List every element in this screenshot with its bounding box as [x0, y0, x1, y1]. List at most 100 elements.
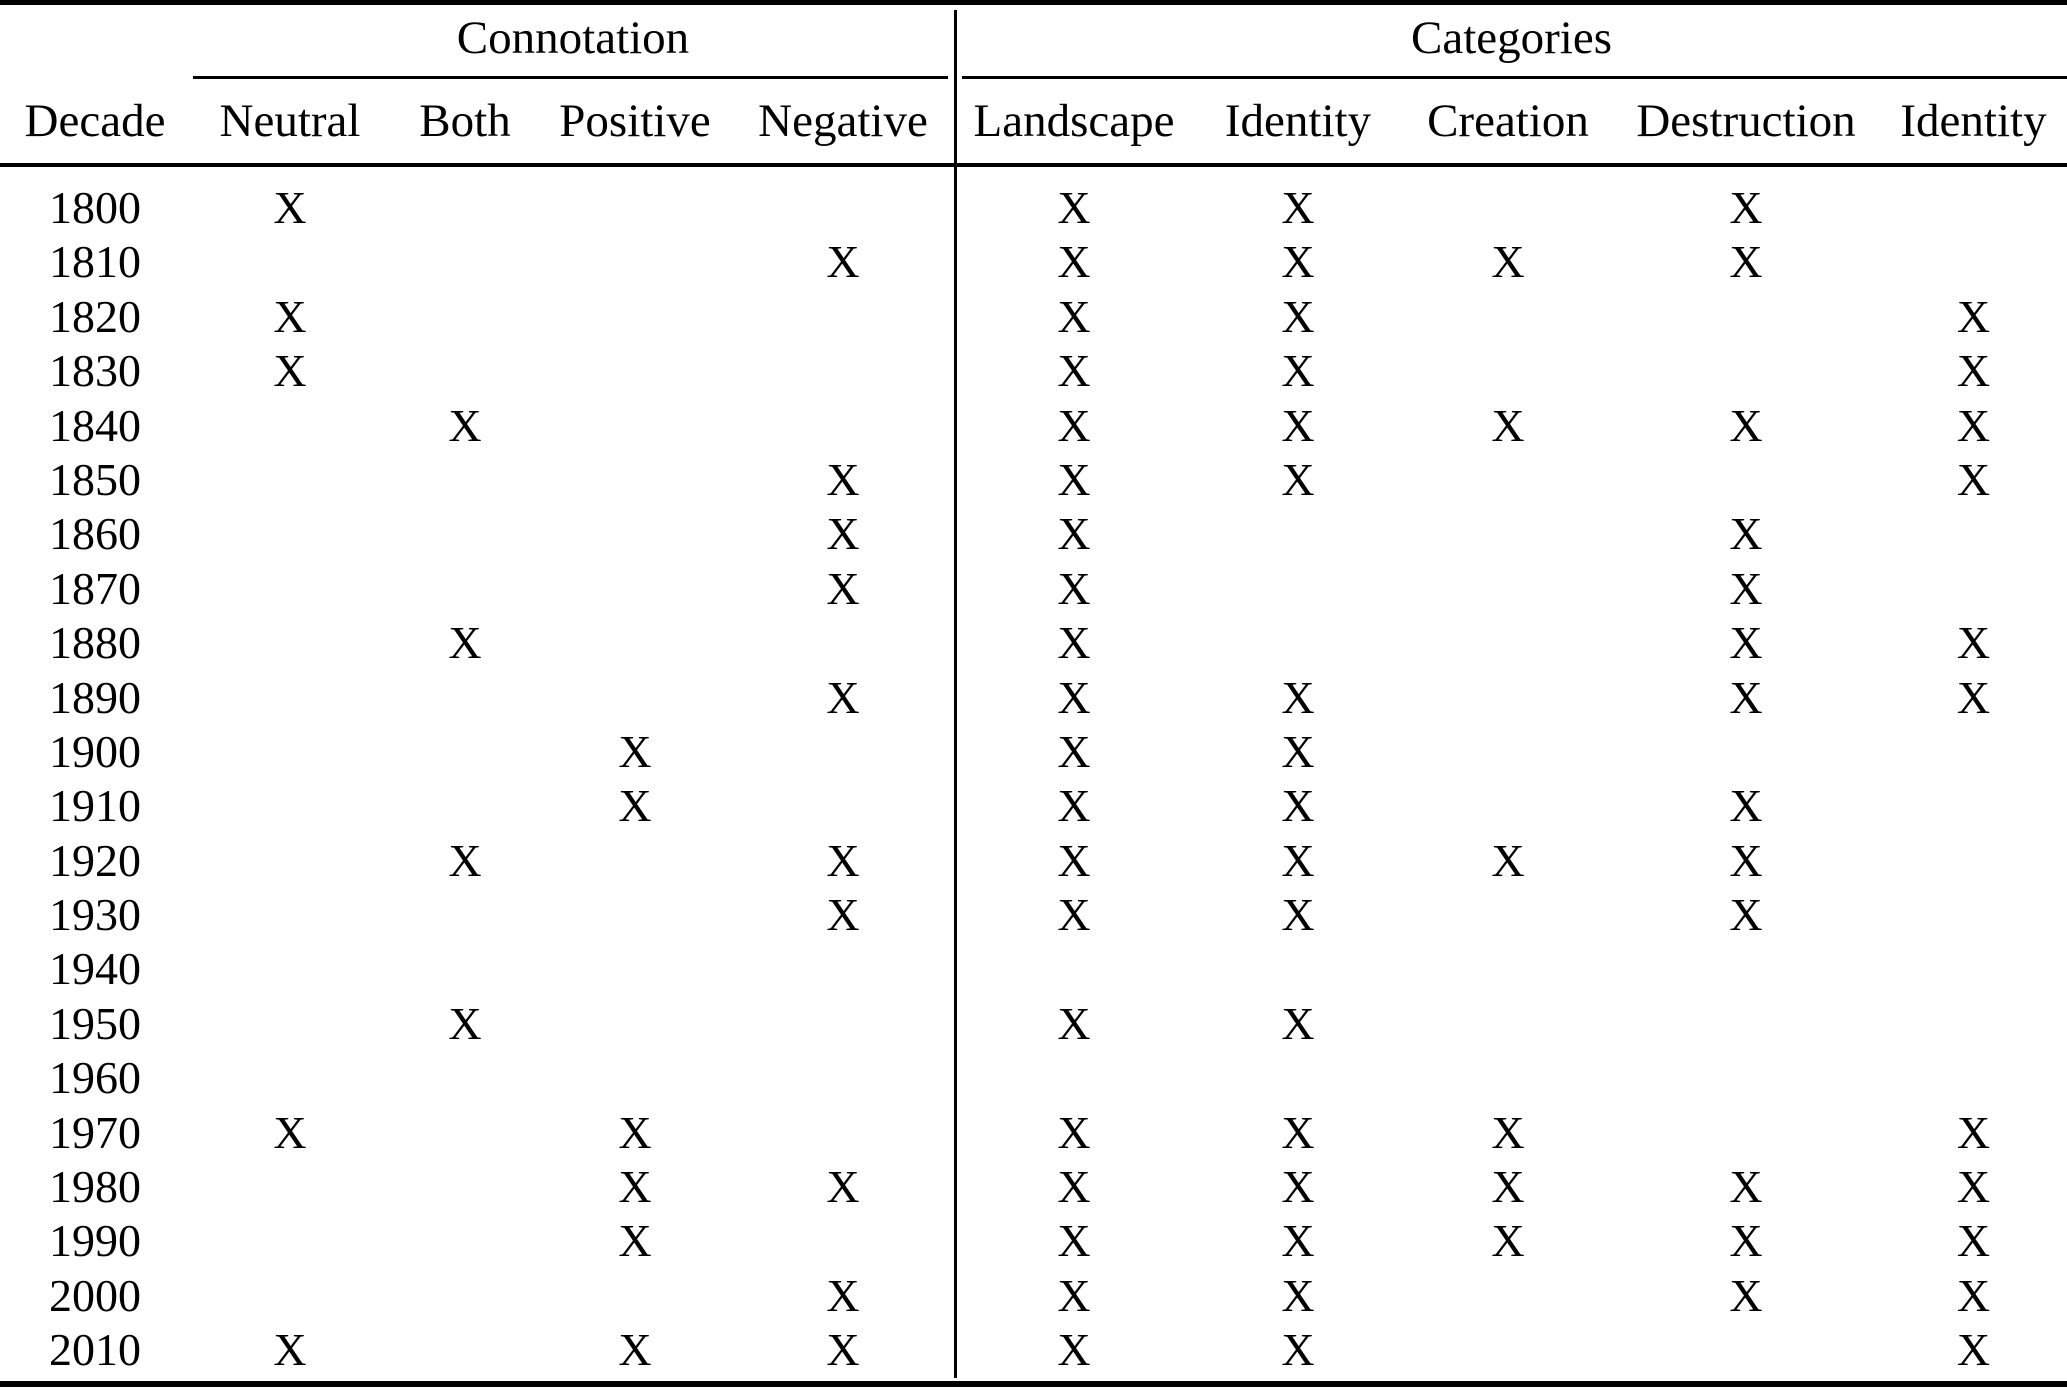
mark-cell-identity: X [1281, 834, 1315, 886]
mark-cell-both [390, 671, 540, 725]
mark-cell-neutral [190, 562, 390, 616]
mark-cell-neutral [190, 1051, 390, 1105]
mark-cell-positive [540, 997, 730, 1051]
mark-cell-identity [1192, 616, 1404, 670]
mark-cell-landscape: X [1057, 562, 1091, 614]
mark-cell-both [390, 1214, 540, 1268]
mark-cell-negative [730, 725, 956, 779]
column-header-row: Decade Neutral Both Positive Negative La… [0, 86, 2067, 156]
mark-cell-identity: X [1281, 236, 1315, 288]
decade-cell: 1820 [49, 290, 141, 342]
decade-cell: 1890 [49, 671, 141, 723]
mark-cell-identity: X [1281, 453, 1315, 505]
mark-cell-identity-2 [1880, 888, 2067, 942]
decade-cell: 1850 [49, 453, 141, 505]
mark-cell-identity: X [1281, 345, 1315, 397]
mark-cell-neutral [190, 997, 390, 1051]
mark-cell-creation: X [1491, 834, 1525, 886]
mark-cell-landscape: X [1057, 1161, 1091, 1213]
mark-cell-neutral: X [273, 182, 307, 233]
mark-cell-positive [540, 235, 730, 289]
mark-cell-both [390, 1269, 540, 1323]
table-row: 1880 X X X X [0, 616, 2067, 670]
mark-cell-both [390, 235, 540, 289]
decade-cell: 1950 [49, 997, 141, 1049]
mark-cell-identity [1192, 1051, 1404, 1105]
mark-cell-negative: X [826, 453, 860, 505]
mark-cell-both [390, 725, 540, 779]
mark-cell-identity-2: X [1956, 1324, 1991, 1376]
mark-cell-negative [730, 1106, 956, 1160]
mark-cell-landscape: X [1057, 453, 1091, 505]
mark-cell-neutral: X [273, 1324, 307, 1376]
mark-cell-creation [1404, 507, 1612, 561]
mark-cell-both: X [448, 617, 482, 669]
column-header-neutral: Neutral [219, 95, 361, 147]
mark-cell-positive: X [618, 725, 652, 777]
mark-cell-landscape: X [1057, 399, 1091, 451]
mark-cell-identity-2 [1880, 997, 2067, 1051]
mark-cell-destruction: X [1729, 780, 1763, 832]
mark-cell-identity [1192, 562, 1404, 616]
mark-cell-identity: X [1281, 399, 1315, 451]
mark-cell-negative [730, 399, 956, 453]
table-row: 1990 X X X X X X [0, 1214, 2067, 1268]
mark-cell-destruction: X [1729, 671, 1763, 723]
mark-cell-creation [1404, 671, 1612, 725]
column-header-destruction: Destruction [1636, 95, 1856, 147]
decade-cell: 2000 [49, 1269, 141, 1321]
mark-cell-negative: X [826, 1324, 860, 1376]
mark-cell-positive [540, 399, 730, 453]
mark-cell-landscape: X [1057, 1106, 1091, 1158]
mark-cell-destruction [1612, 1106, 1880, 1160]
decade-cell: 1990 [49, 1215, 141, 1267]
mark-cell-positive: X [618, 1106, 652, 1158]
decade-cell: 1970 [49, 1106, 141, 1158]
mark-cell-creation [1404, 181, 1612, 235]
table-row: 2000 X X X X X [0, 1269, 2067, 1323]
mark-cell-identity-2 [1880, 779, 2067, 833]
group-header-spacer [0, 6, 190, 70]
mark-cell-both [390, 942, 540, 996]
decade-cell: 1800 [49, 182, 141, 233]
mark-cell-destruction: X [1729, 1161, 1763, 1213]
mark-cell-neutral: X [273, 345, 307, 397]
mark-cell-negative: X [826, 1269, 860, 1321]
column-header-both: Both [419, 95, 511, 147]
mark-cell-creation [1404, 344, 1612, 398]
column-header-decade: Decade [24, 95, 166, 147]
mark-cell-identity-2: X [1956, 1161, 1991, 1213]
column-header-positive: Positive [559, 95, 711, 147]
table-row: 1950 X X X [0, 997, 2067, 1051]
table-row: 1860 X X X [0, 507, 2067, 561]
mark-cell-creation [1404, 290, 1612, 344]
table-body: 1800 X X X X 1810 X X X X X 1820 X X X X 1830 X X X X 1840 X X X… [0, 181, 2067, 1378]
mark-cell-both: X [448, 399, 482, 451]
mark-cell-landscape [956, 942, 1192, 996]
mark-cell-destruction: X [1729, 562, 1763, 614]
decade-cell: 1880 [49, 617, 141, 669]
mark-cell-both [390, 779, 540, 833]
mark-cell-creation: X [1491, 236, 1525, 288]
mark-cell-landscape: X [1057, 1269, 1091, 1321]
mark-cell-positive [540, 507, 730, 561]
mark-cell-negative [730, 616, 956, 670]
mark-cell-identity-2 [1880, 725, 2067, 779]
table-top-rule [0, 0, 2067, 5]
mark-cell-identity-2 [1880, 942, 2067, 996]
mark-cell-positive [540, 834, 730, 888]
table-row: 1900 X X X [0, 725, 2067, 779]
table-row: 1820 X X X X [0, 290, 2067, 344]
mark-cell-negative [730, 1051, 956, 1105]
mark-cell-creation [1404, 997, 1612, 1051]
group-header-connotation: Connotation [456, 12, 690, 64]
mark-cell-positive [540, 616, 730, 670]
mark-cell-landscape: X [1057, 617, 1091, 669]
mark-cell-identity: X [1281, 1161, 1315, 1213]
table-row: 1890 X X X X X [0, 671, 2067, 725]
table-row: 1850 X X X X [0, 453, 2067, 507]
mark-cell-destruction: X [1729, 834, 1763, 886]
mark-cell-neutral [190, 453, 390, 507]
mark-cell-destruction [1612, 344, 1880, 398]
mark-cell-creation: X [1491, 1161, 1525, 1213]
